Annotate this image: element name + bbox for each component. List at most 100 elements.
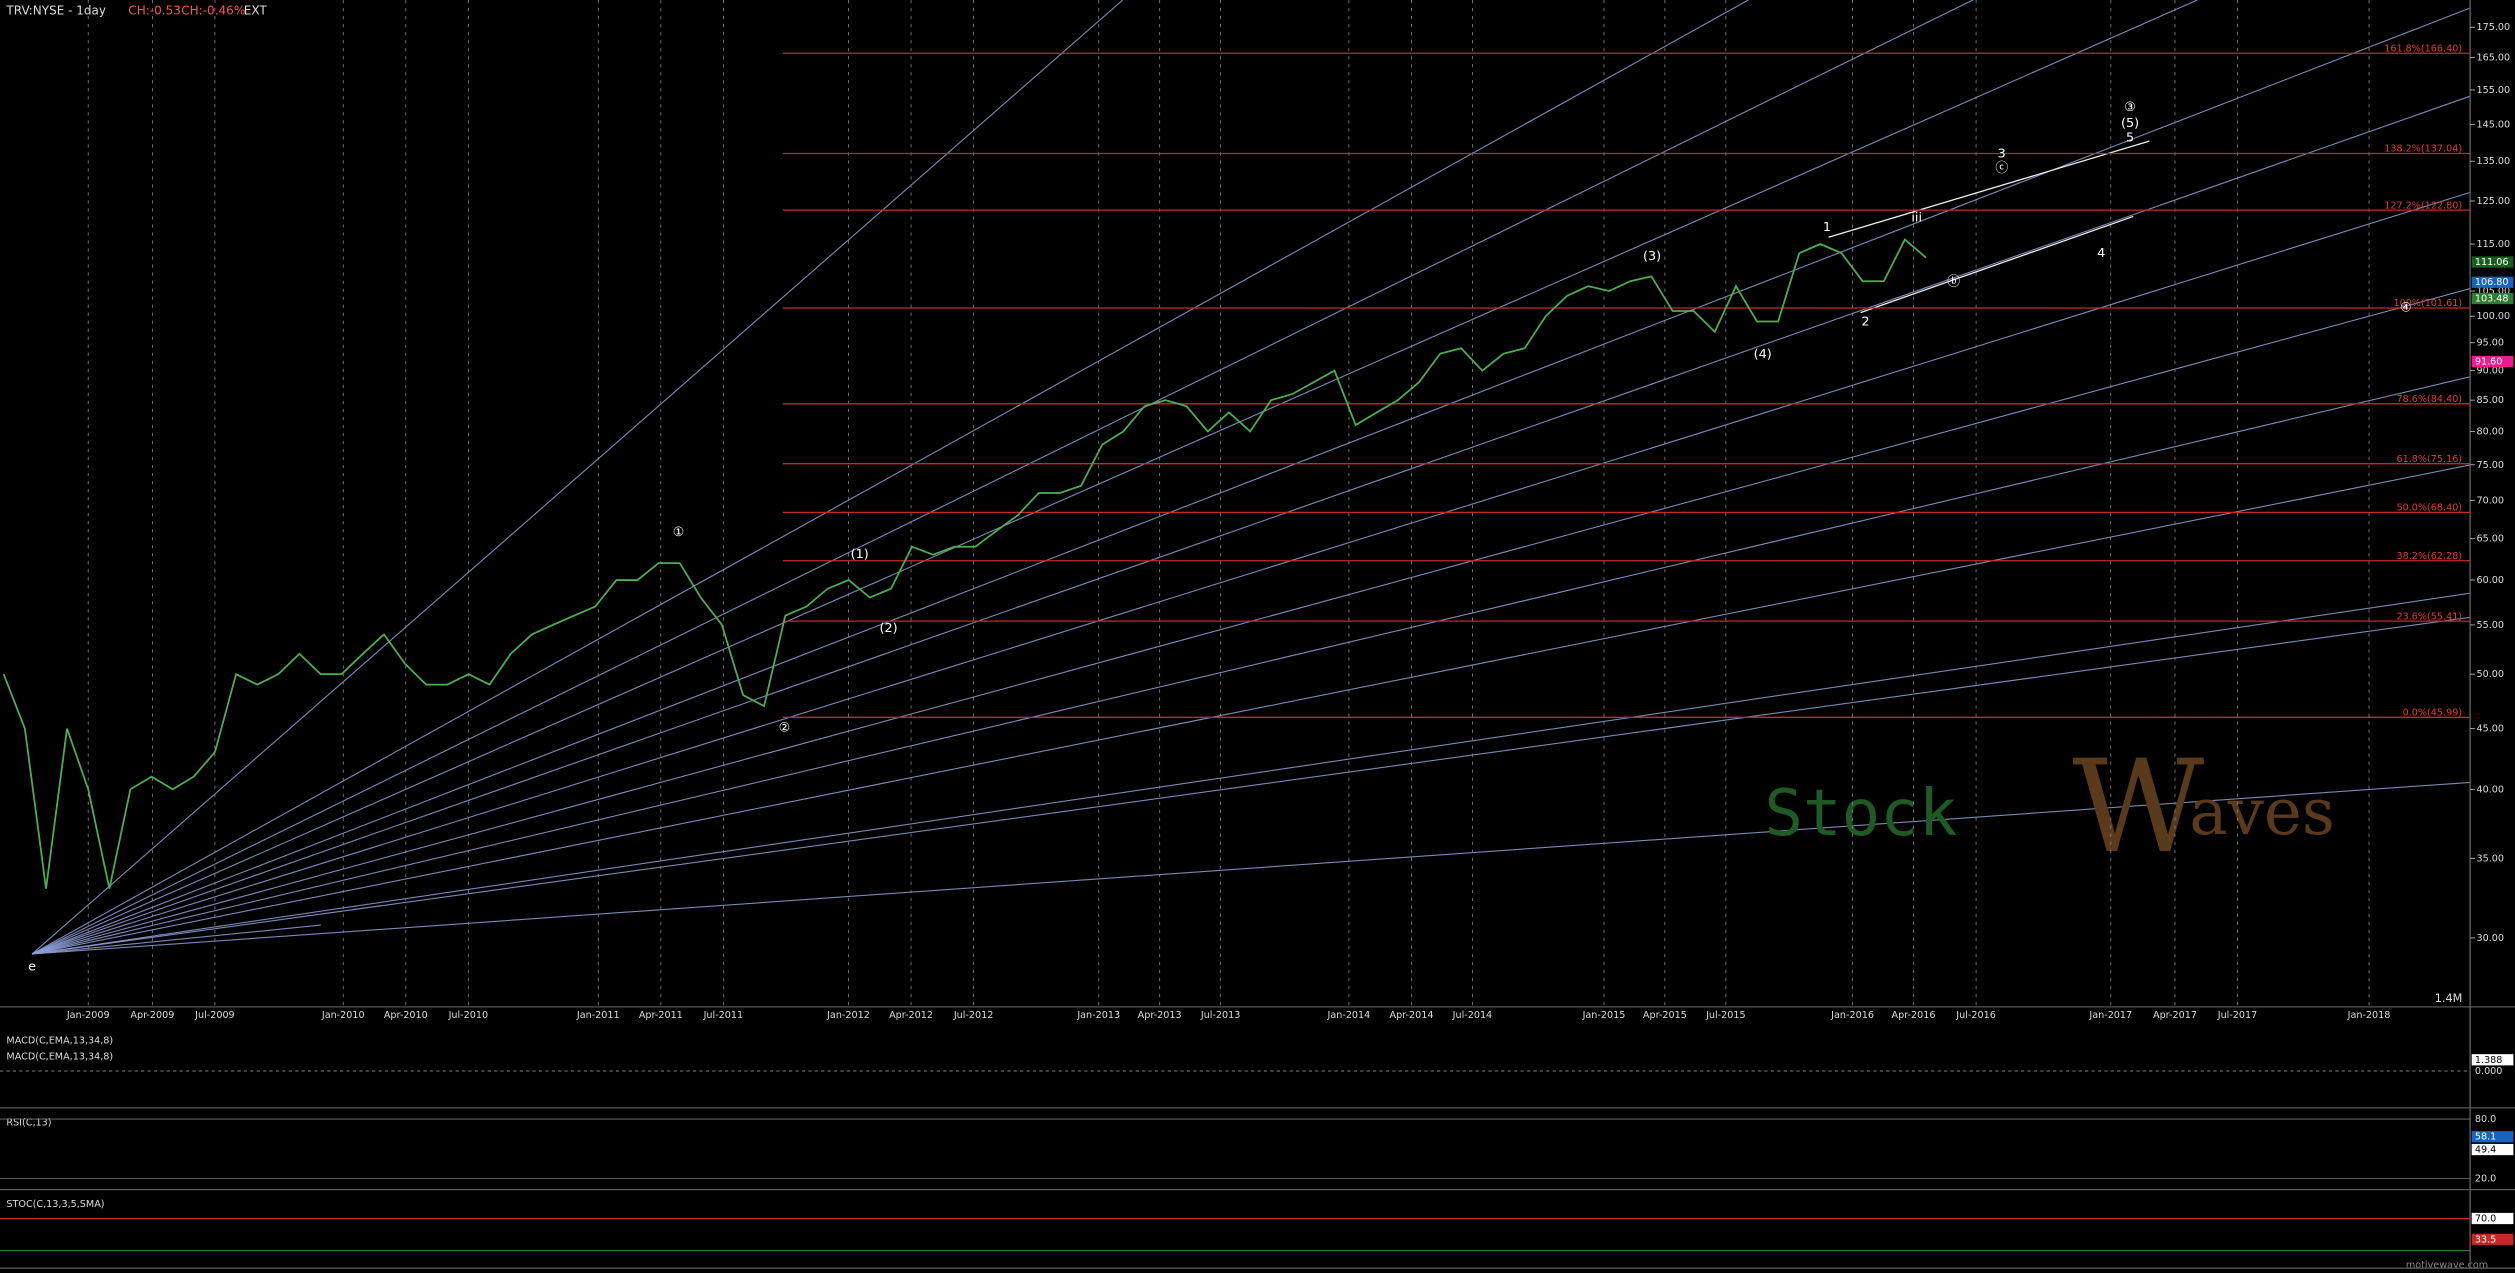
- fan-line: [31, 0, 2198, 955]
- price-tick-label: 30.00: [2477, 933, 2505, 944]
- time-label: Jul-2015: [1705, 1010, 1746, 1021]
- fib-label: 50.0%(68.40): [2397, 503, 2463, 514]
- rsi-upper-label: 80.0: [2475, 1114, 2496, 1125]
- wave-label: ③: [2124, 100, 2136, 115]
- price-tick-label: 40.00: [2477, 784, 2505, 795]
- price-marker: [2471, 276, 2514, 288]
- macd-value: 1.388: [2475, 1055, 2503, 1066]
- price-tick-label: 45.00: [2477, 724, 2505, 735]
- time-label: Jul-2009: [194, 1010, 235, 1021]
- rsi-value2: 49.4: [2475, 1145, 2496, 1156]
- logo-w: W: [2072, 733, 2204, 882]
- volume-label: 1.4M: [2435, 992, 2463, 1005]
- wave-label: 4: [2097, 246, 2105, 261]
- wave-label: ④: [2400, 300, 2412, 315]
- price-tick-label: 145.00: [2477, 119, 2511, 130]
- time-label: Jul-2014: [1452, 1010, 1493, 1021]
- rsi-value-box: [2471, 1131, 2514, 1143]
- watermark: motivewave.com: [2406, 1260, 2488, 1271]
- fan-line: [31, 592, 2471, 955]
- wave-label: 5: [2126, 130, 2134, 145]
- time-label: Apr-2013: [1138, 1010, 1182, 1021]
- time-label: Apr-2010: [384, 1010, 428, 1021]
- logo-left: Stock: [1764, 776, 1957, 851]
- trend-line: [1860, 215, 2134, 314]
- session: EXT: [244, 4, 268, 18]
- rsi-value: 58.1: [2475, 1132, 2496, 1143]
- stoch-title: STOC(C,13,3,5,SMA): [6, 1199, 104, 1210]
- change: CH:-0.53: [128, 4, 181, 18]
- fib-label: 78.6%(84.40): [2397, 394, 2463, 405]
- time-label: Apr-2011: [639, 1010, 683, 1021]
- fib-label: 0.0%(45.99): [2403, 708, 2462, 719]
- price-line: [2, 238, 1927, 889]
- price-tick-label: 95.00: [2477, 338, 2505, 349]
- fan-line: [31, 95, 2471, 955]
- price-tick-label: 80.00: [2477, 426, 2505, 437]
- price-tick-label: 105.00: [2477, 286, 2511, 297]
- wave-label: 1: [1823, 220, 1831, 235]
- macd-title: MACD(C,EMA,13,34,8): [6, 1036, 113, 1047]
- wave-label: ⓒ: [1995, 161, 2008, 176]
- fan-line: [31, 0, 1749, 955]
- time-label: Apr-2012: [889, 1010, 933, 1021]
- time-label: Jan-2013: [1076, 1010, 1120, 1021]
- price-tick-label: 70.00: [2477, 495, 2505, 506]
- fib-label: 127.2%(122.80): [2384, 200, 2462, 211]
- time-label: Jan-2018: [2347, 1010, 2391, 1021]
- price-marker-label: 103.48: [2475, 294, 2509, 305]
- price-tick-label: 165.00: [2477, 53, 2511, 64]
- time-label: Apr-2015: [1643, 1010, 1687, 1021]
- time-label: Jul-2011: [703, 1010, 744, 1021]
- wave-label: (5): [2121, 116, 2139, 131]
- fan-line: [31, 191, 2471, 955]
- stoch-upper-label: 70.0: [2475, 1213, 2496, 1224]
- time-label: Jul-2017: [2217, 1010, 2258, 1021]
- price-tick-label: 50.00: [2477, 669, 2505, 680]
- price-marker-label: 106.80: [2475, 277, 2509, 288]
- rsi-lower-label: 20.0: [2475, 1173, 2496, 1184]
- price-marker: [2471, 292, 2514, 305]
- wave-label: ⓑ: [1947, 275, 1960, 290]
- time-label: Jan-2010: [321, 1010, 365, 1021]
- wave-label: ①: [673, 525, 685, 540]
- fan-line: [31, 464, 2471, 955]
- trend-line: [1828, 140, 2150, 238]
- wave-label: 2: [1861, 315, 1869, 330]
- price-tick-label: 75.00: [2477, 460, 2505, 471]
- stoch-upper-box: [2471, 1212, 2514, 1225]
- fan-line: [31, 0, 1124, 955]
- fan-line: [32, 781, 2471, 955]
- change-pct: CH:-0.46%: [181, 4, 245, 18]
- price-marker: [2471, 256, 2514, 268]
- fib-label: 138.2%(137.04): [2384, 144, 2462, 155]
- price-tick-label: 115.00: [2477, 239, 2511, 250]
- rsi-title: RSI(C,13): [6, 1117, 51, 1128]
- fan-line: [32, 616, 2471, 955]
- price-marker: [2471, 355, 2514, 368]
- price-tick-label: 155.00: [2477, 85, 2511, 96]
- stoch-value: 33.5: [2475, 1234, 2496, 1245]
- fan-line: [31, 0, 1974, 955]
- wave-label: ②: [779, 720, 791, 735]
- time-label: Jan-2011: [576, 1010, 620, 1021]
- time-label: Jan-2015: [1582, 1010, 1626, 1021]
- time-label: Jan-2017: [2088, 1010, 2132, 1021]
- time-label: Apr-2016: [1892, 1010, 1936, 1021]
- macd-value-box: [2471, 1054, 2514, 1066]
- stoch-value-box: [2471, 1233, 2514, 1245]
- time-label: Jul-2016: [1955, 1010, 1996, 1021]
- fan-lines: [31, 0, 2471, 955]
- time-label: Jan-2014: [1327, 1010, 1371, 1021]
- wave-label: 3: [1998, 146, 2006, 161]
- price-tick-label: 175.00: [2477, 22, 2511, 33]
- wave-label: e: [28, 959, 36, 974]
- wave-label: (4): [1754, 347, 1772, 362]
- time-label: Jul-2013: [1200, 1010, 1241, 1021]
- fib-label: 38.2%(62.28): [2397, 551, 2463, 562]
- fan-line: [32, 924, 321, 955]
- macd-zero-label: 0.000: [2475, 1066, 2503, 1077]
- fib-label: 161.8%(166.40): [2384, 43, 2462, 54]
